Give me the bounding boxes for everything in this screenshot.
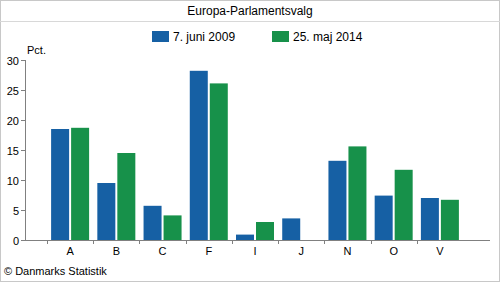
y-tick-label: 25	[7, 85, 19, 97]
bars	[51, 71, 459, 240]
x-tick	[278, 240, 279, 244]
legend-label: 7. juni 2009	[173, 30, 235, 44]
x-tick-label: N	[343, 245, 351, 257]
x-tick-label: J	[298, 245, 304, 257]
y-tick	[21, 240, 25, 241]
bar	[256, 222, 274, 240]
bar	[441, 200, 459, 240]
y-tick-label: 5	[13, 205, 19, 217]
bar	[282, 218, 300, 240]
x-tick	[324, 240, 325, 244]
bar	[421, 198, 439, 240]
x-tick	[93, 240, 94, 244]
y-tick	[21, 90, 25, 91]
y-tick	[21, 180, 25, 181]
x-tick	[139, 240, 140, 244]
y-tick	[21, 60, 25, 61]
bar	[395, 170, 413, 240]
bar	[144, 206, 162, 240]
y-axis-label: Pct.	[27, 44, 46, 56]
bar	[51, 129, 69, 240]
y-tick-label: 20	[7, 115, 19, 127]
bar	[236, 235, 254, 240]
x-tick-label: B	[113, 245, 120, 257]
legend-swatch	[272, 31, 289, 42]
y-axis	[25, 60, 26, 240]
bar	[117, 153, 135, 240]
title: Europa-Parlamentsvalg	[187, 4, 312, 18]
bar	[328, 161, 346, 240]
x-axis	[25, 240, 490, 241]
x-tick	[417, 240, 418, 244]
x-tick-label: V	[436, 245, 444, 257]
y-tick-label: 0	[13, 235, 19, 247]
x-tick	[186, 240, 187, 244]
y-tick-label: 30	[7, 55, 19, 67]
bar	[164, 215, 182, 240]
title-rule	[0, 21, 500, 22]
x-tick	[371, 240, 372, 244]
bar	[190, 71, 208, 240]
y-tick	[21, 210, 25, 211]
legend-swatch	[152, 31, 169, 42]
bar	[210, 83, 228, 240]
frame	[1, 1, 500, 282]
bar	[348, 146, 366, 240]
x-tick-label: C	[159, 245, 167, 257]
x-tick-label: F	[205, 245, 212, 257]
x-tick-label: I	[253, 245, 256, 257]
y-tick	[21, 120, 25, 121]
bar	[97, 183, 115, 240]
legend-label: 25. maj 2014	[293, 30, 363, 44]
x-tick-label: O	[389, 245, 398, 257]
bar	[375, 196, 393, 240]
chart: Europa-Parlamentsvalg 7. juni 2009 25. maj…	[0, 0, 500, 282]
source: © Danmarks Statistik	[4, 265, 107, 277]
legend-item: 7. juni 2009	[152, 30, 235, 44]
x-tick-label: A	[66, 245, 74, 257]
x-tick	[47, 240, 48, 244]
bar	[71, 128, 89, 240]
y-tick	[21, 150, 25, 151]
legend-item: 25. maj 2014	[272, 30, 363, 44]
y-tick-label: 10	[7, 175, 19, 187]
x-tick	[232, 240, 233, 244]
y-tick-label: 15	[7, 145, 19, 157]
